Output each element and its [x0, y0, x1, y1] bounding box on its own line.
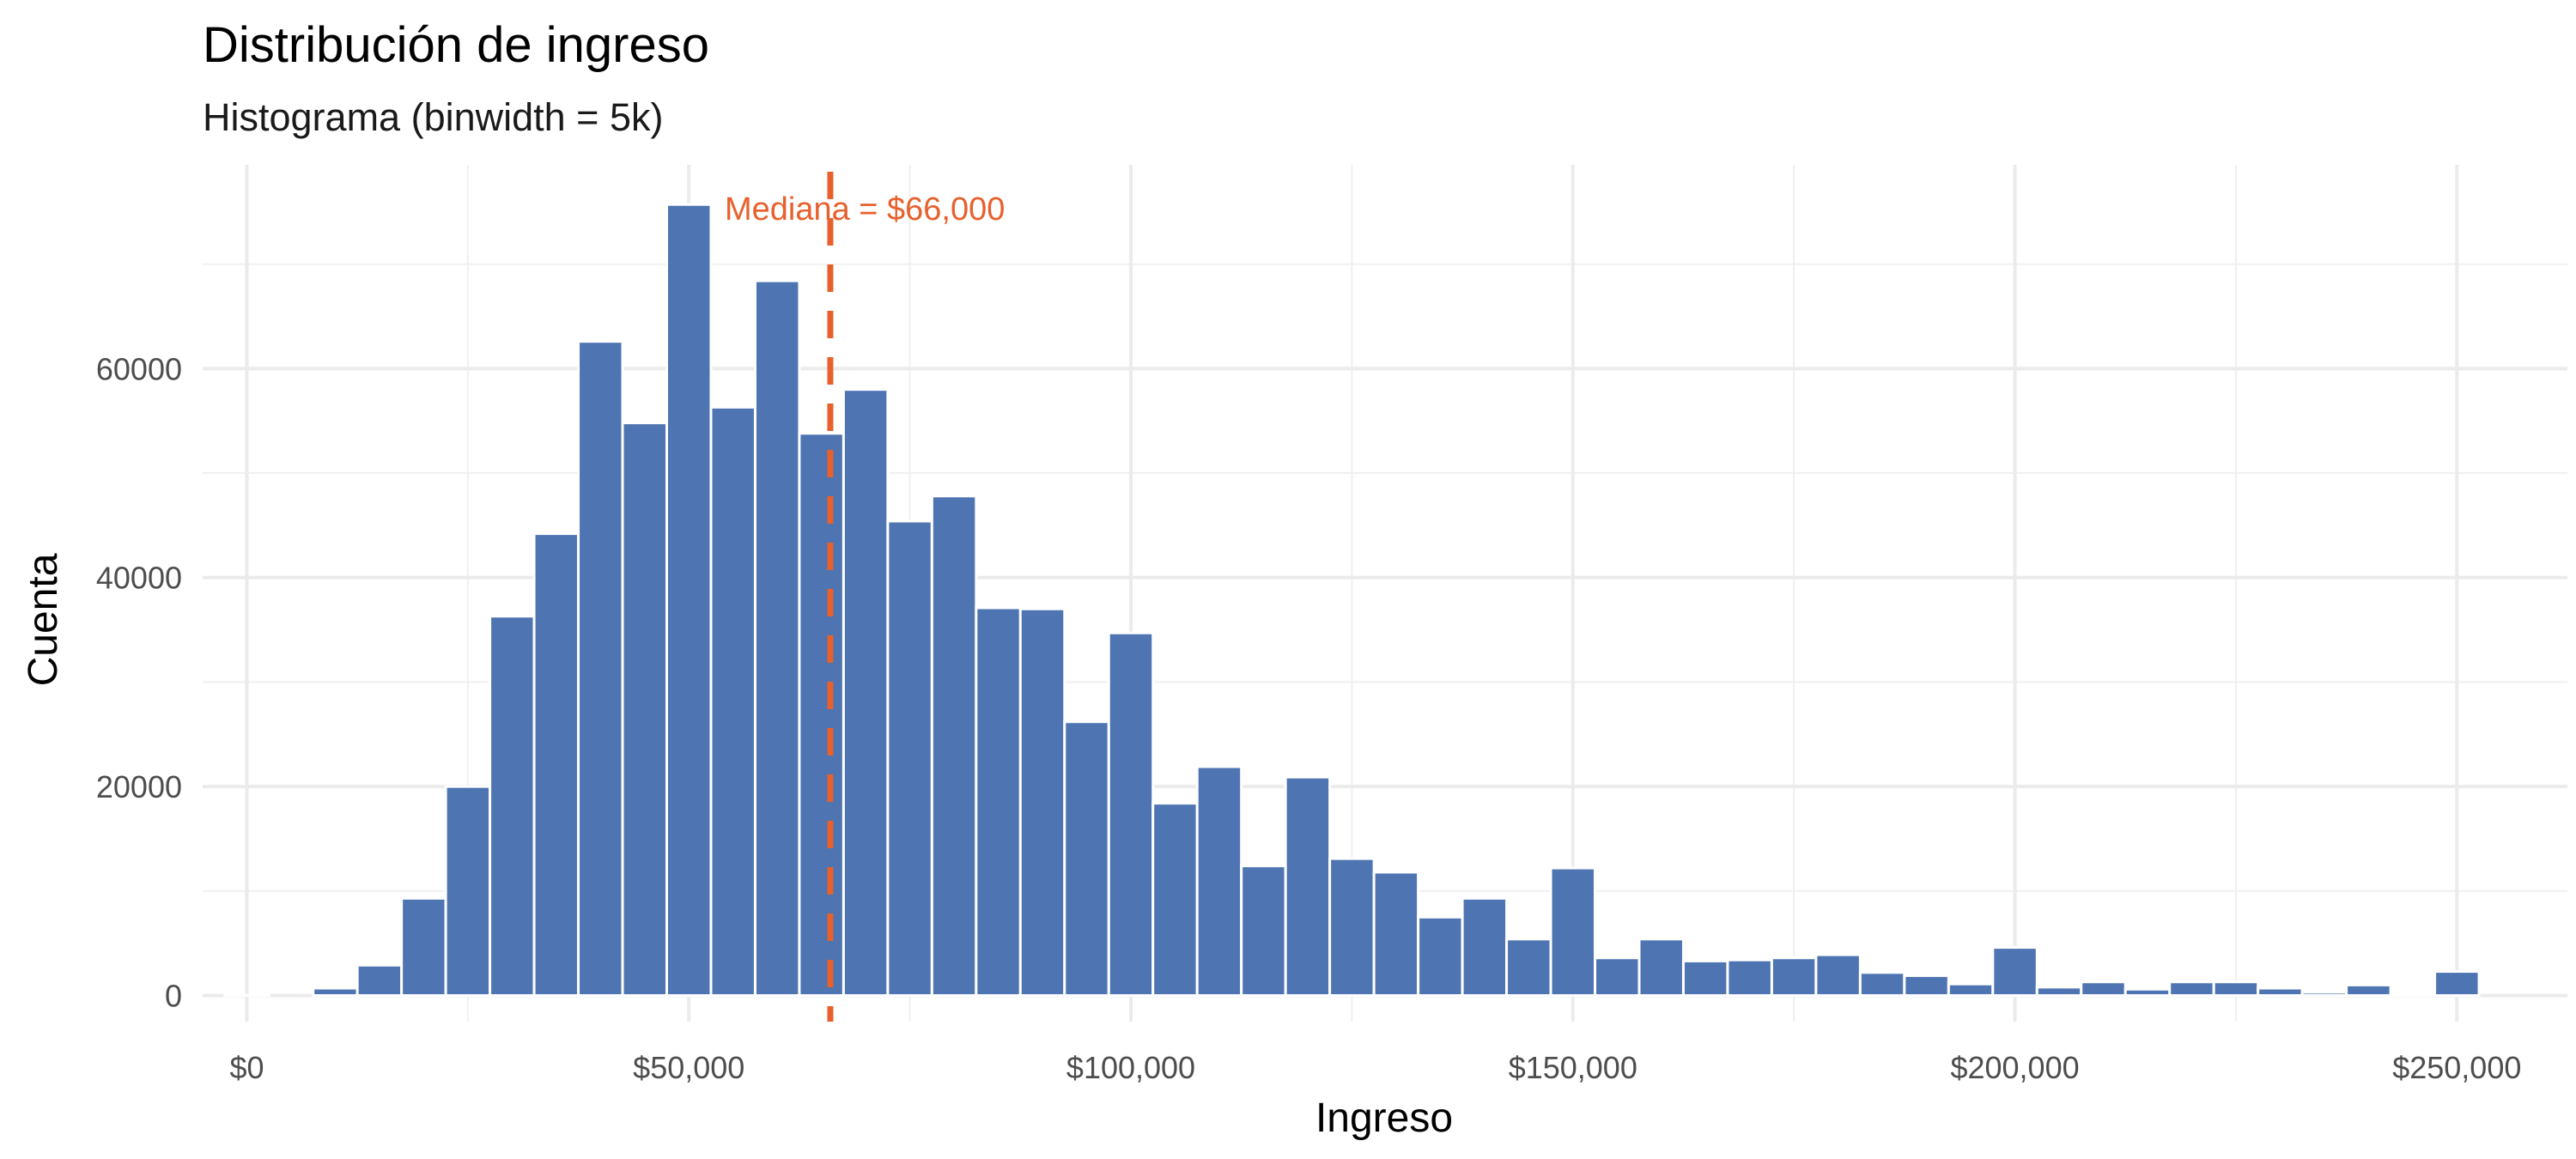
histogram-bar [1372, 871, 1420, 998]
histogram-bar [1018, 607, 1066, 998]
histogram-bar [621, 422, 669, 998]
histogram-bar [1594, 956, 1641, 998]
x-tick-label: $250,000 [2392, 1050, 2521, 1085]
y-axis-title: Cuenta [21, 553, 66, 686]
histogram-bar [1637, 938, 1685, 998]
histogram-bar [709, 405, 756, 998]
y-axis-ticks: 0 20000 40000 60000 [96, 351, 182, 1013]
x-axis-ticks: $0 $50,000 $100,000 $150,000 $200,000 $250,00… [229, 1050, 2521, 1085]
histogram-bar [1991, 946, 2038, 998]
histogram-bars [223, 203, 2481, 998]
chart-title: Distribución de ingreso [203, 17, 709, 73]
x-tick-label: $0 [229, 1050, 264, 1085]
histogram-bar [1461, 896, 1509, 998]
histogram-bar [2123, 987, 2172, 998]
histogram-bar [1151, 802, 1199, 998]
median-annotation: Mediana = $66,000 [725, 172, 1005, 1022]
histogram-bar [355, 963, 404, 998]
histogram-bar [1549, 866, 1597, 998]
histogram-bar [1284, 775, 1332, 998]
histogram-bar [400, 896, 447, 998]
histogram-bar [1063, 720, 1110, 998]
histogram-bar [1770, 956, 1818, 998]
y-tick-label: 0 [165, 979, 182, 1014]
histogram-bar [1240, 865, 1287, 998]
median-label: Mediana = $66,000 [725, 191, 1005, 228]
histogram-bar [223, 993, 270, 998]
histogram-bar [312, 986, 359, 998]
histogram-bar [1903, 974, 1950, 998]
histogram-bar [532, 532, 580, 998]
histogram-bar [2433, 970, 2481, 998]
histogram-bar [1328, 857, 1376, 998]
histogram-bar [2389, 992, 2437, 998]
y-tick-label: 20000 [96, 769, 182, 804]
histogram-bar [1858, 971, 1906, 998]
histogram-bar [841, 388, 890, 998]
x-tick-label: $200,000 [1950, 1050, 2079, 1085]
y-tick-label: 60000 [96, 351, 182, 386]
histogram-bar [2080, 980, 2127, 998]
histogram-bar [444, 785, 492, 998]
histogram-bar [2035, 986, 2083, 998]
histogram-bar [665, 203, 713, 998]
histogram-bar [1947, 982, 1995, 998]
histogram-bar [1681, 959, 1729, 998]
histogram-bar [798, 432, 845, 998]
x-tick-label: $150,000 [1509, 1050, 1637, 1085]
histogram-bar [1417, 915, 1464, 998]
histogram-bar [2300, 991, 2348, 998]
histogram-bar [2212, 980, 2260, 998]
histogram-bar [1505, 938, 1552, 998]
histogram-bar [975, 606, 1022, 998]
y-tick-label: 40000 [96, 561, 182, 596]
histogram-bar [1107, 631, 1155, 998]
histogram-bar [1195, 765, 1243, 998]
histogram-bar [2257, 986, 2304, 998]
histogram-bar [577, 340, 624, 998]
chart-subtitle: Histograma (binwidth = 5k) [203, 95, 663, 139]
x-axis-title: Ingreso [1315, 1095, 1453, 1141]
histogram-bar [930, 495, 978, 998]
histogram-bar [2345, 983, 2392, 998]
histogram-bar [1726, 958, 1773, 998]
x-tick-label: $100,000 [1066, 1050, 1195, 1085]
histogram-bar [886, 519, 933, 998]
histogram-bar [753, 279, 801, 998]
histogram-bar [489, 615, 536, 998]
histogram-bar [1814, 953, 1862, 998]
x-tick-label: $50,000 [633, 1050, 744, 1085]
histogram-bar [2168, 980, 2215, 998]
